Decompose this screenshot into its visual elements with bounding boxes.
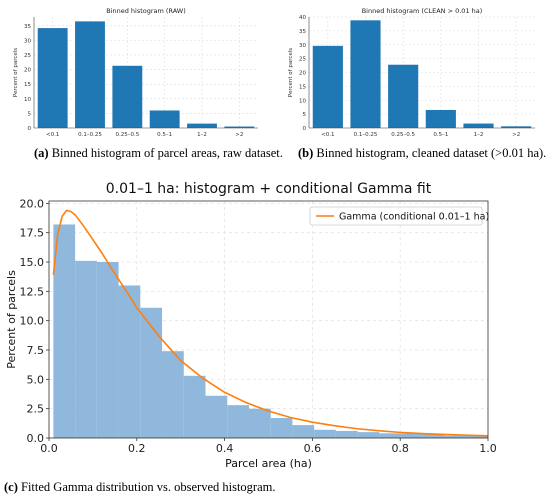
caption-c: (c) Fitted Gamma distribution vs. observ… xyxy=(4,480,276,495)
y-tick-label: 35 xyxy=(299,29,306,35)
histogram-bar xyxy=(422,434,445,438)
x-tick-label: 0.5–1 xyxy=(433,132,448,138)
x-tick-label: >2 xyxy=(512,132,520,138)
x-tick-label: <0.1 xyxy=(46,132,59,138)
x-tick-label: 0.5–1 xyxy=(157,132,172,138)
y-tick-label: 20 xyxy=(24,68,31,74)
x-tick-label: 1.0 xyxy=(479,442,497,455)
y-axis-label: Percent of parcels xyxy=(5,270,18,369)
y-tick-label: 15.0 xyxy=(20,256,45,269)
y-tick-label: 10 xyxy=(24,97,31,103)
y-tick-label: 10 xyxy=(299,98,306,104)
x-tick-label: 0.25–0.5 xyxy=(391,132,415,138)
x-tick-label: 0.1–0.25 xyxy=(354,132,378,138)
y-tick-label: 30 xyxy=(299,43,306,49)
histogram-bar xyxy=(96,262,119,438)
y-tick-label: 2.5 xyxy=(27,403,45,416)
histogram-bar xyxy=(118,285,141,438)
histogram-bar xyxy=(205,395,228,438)
y-tick-label: 15 xyxy=(299,84,306,90)
histogram-bar xyxy=(270,418,293,438)
histogram-bar xyxy=(444,435,467,438)
bar xyxy=(425,109,456,128)
legend-label: Gamma (conditional 0.01–1 ha) xyxy=(339,212,489,223)
x-tick-label: 0.4 xyxy=(216,442,234,455)
y-tick-label: 40 xyxy=(299,15,306,21)
caption-c-label: (c) xyxy=(4,480,18,494)
bar xyxy=(149,110,180,128)
histogram-bar xyxy=(227,405,249,438)
plot-frame xyxy=(48,200,489,439)
histogram-bar xyxy=(292,425,315,438)
bar xyxy=(312,45,343,128)
x-tick-label: <0.1 xyxy=(321,132,334,138)
caption-a-label: (a) xyxy=(34,146,49,160)
histogram-bar xyxy=(314,429,336,438)
x-tick-label: 0.0 xyxy=(40,442,58,455)
histogram-bar xyxy=(75,260,97,438)
caption-b-label: (b) xyxy=(298,146,314,160)
bar xyxy=(350,20,381,128)
chart-title: Binned histogram (RAW) xyxy=(106,7,186,15)
caption-a: (a) Binned histogram of parcel areas, ra… xyxy=(34,146,283,161)
y-tick-label: 25 xyxy=(299,57,306,63)
histogram-bar xyxy=(401,433,423,438)
x-tick-label: >2 xyxy=(235,132,243,138)
y-tick-label: 5 xyxy=(28,111,32,117)
caption-b: (b) Binned histogram, cleaned dataset (>… xyxy=(298,146,546,161)
y-tick-label: 20 xyxy=(299,71,306,77)
y-tick-label: 15 xyxy=(24,82,31,88)
histogram-bar xyxy=(183,375,206,438)
bar xyxy=(224,126,255,128)
y-tick-label: 10.0 xyxy=(20,315,45,328)
x-tick-label: 0.2 xyxy=(128,442,146,455)
caption-b-text: Binned histogram, cleaned dataset (>0.01… xyxy=(313,146,547,160)
histogram-bar xyxy=(162,351,184,438)
bar xyxy=(187,123,217,128)
y-tick-label: 0.0 xyxy=(27,432,45,445)
caption-c-text: Fitted Gamma distribution vs. observed h… xyxy=(17,480,276,494)
y-tick-label: 25 xyxy=(24,53,31,59)
y-tick-label: 7.5 xyxy=(27,344,45,357)
y-tick-label: 35 xyxy=(24,24,31,30)
caption-a-text: Binned histogram of parcel areas, raw da… xyxy=(48,146,283,160)
bar xyxy=(463,123,494,128)
bar xyxy=(501,126,532,128)
y-axis-label: Percent of parcels xyxy=(13,48,19,97)
y-tick-label: 30 xyxy=(24,38,31,44)
x-tick-label: 1–2 xyxy=(197,132,207,138)
legend-box xyxy=(309,206,483,226)
histogram-bar xyxy=(140,307,163,438)
x-tick-label: 0.1–0.25 xyxy=(78,132,102,138)
bar xyxy=(75,21,105,129)
histogram-bar xyxy=(357,432,380,438)
y-tick-label: 5.0 xyxy=(27,373,45,386)
x-tick-label: 0.25–0.5 xyxy=(115,132,139,138)
y-axis-label: Percent of parcels xyxy=(288,48,294,97)
x-axis-label: Parcel area (ha) xyxy=(225,457,312,470)
bar xyxy=(112,65,143,128)
histogram-bar xyxy=(466,435,488,438)
y-tick-label: 20.0 xyxy=(20,197,45,210)
y-tick-label: 5 xyxy=(303,112,307,118)
chart-title: 0.01–1 ha: histogram + conditional Gamma… xyxy=(106,181,432,197)
bar xyxy=(388,64,419,128)
x-tick-label: 0.6 xyxy=(304,442,322,455)
histogram-bar xyxy=(248,408,271,438)
histogram-bar xyxy=(335,430,358,438)
x-tick-label: 0.8 xyxy=(391,442,409,455)
histogram-bar xyxy=(379,433,402,438)
gamma-fit-line xyxy=(52,209,489,437)
bar xyxy=(37,28,68,129)
x-tick-label: 1–2 xyxy=(474,132,484,138)
histogram-bar xyxy=(53,224,76,438)
y-tick-label: 0 xyxy=(28,126,32,132)
y-tick-label: 17.5 xyxy=(20,227,45,240)
y-tick-label: 12.5 xyxy=(20,285,45,298)
chart-title: Binned histogram (CLEAN > 0.01 ha) xyxy=(362,7,483,15)
y-tick-label: 0 xyxy=(303,126,307,132)
